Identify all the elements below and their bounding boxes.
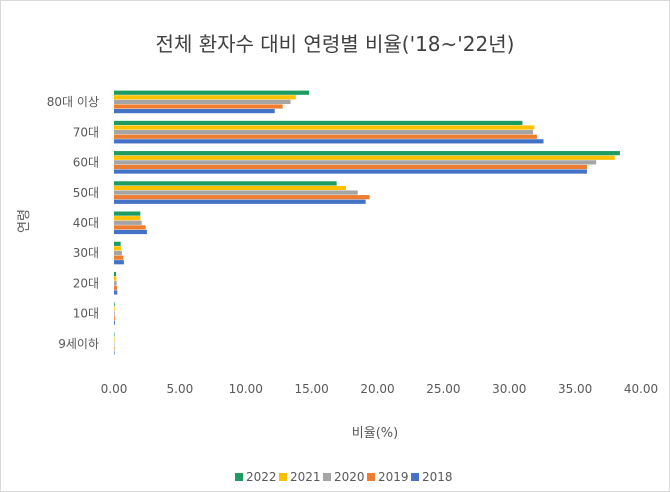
bar-2018-7 xyxy=(114,320,115,325)
legend-swatch-2022 xyxy=(235,473,243,481)
bar-2018-6 xyxy=(114,290,118,295)
bar-2019-5 xyxy=(114,255,124,260)
x-tick-label: 5.00 xyxy=(167,382,194,396)
bar-2020-3 xyxy=(114,190,358,195)
chart-title: 전체 환자수 대비 연령별 비율('18~'22년) xyxy=(156,32,515,56)
bar-2020-6 xyxy=(114,281,117,286)
bar-2022-5 xyxy=(114,241,121,246)
x-tick-label: 0.00 xyxy=(101,382,128,396)
x-tick-label: 15.00 xyxy=(294,382,328,396)
bar-2018-1 xyxy=(114,139,544,144)
x-tick-label: 25.00 xyxy=(426,382,460,396)
x-tick-label: 35.00 xyxy=(558,382,592,396)
y-tick-label: 30대 xyxy=(73,246,99,260)
y-tick-label: 40대 xyxy=(73,216,99,230)
y-tick-label: 50대 xyxy=(73,186,99,200)
legend-label: 2018 xyxy=(422,470,453,484)
bar-2018-2 xyxy=(114,169,587,174)
bar-2021-1 xyxy=(114,125,535,130)
bar-2021-3 xyxy=(114,185,346,191)
bar-2021-5 xyxy=(114,246,122,251)
legend-label: 2020 xyxy=(334,470,365,484)
legend-label: 2019 xyxy=(378,470,409,484)
bar-2018-3 xyxy=(114,199,366,204)
bar-2020-1 xyxy=(114,130,533,135)
bar-2019-0 xyxy=(114,104,283,109)
x-tick-label: 40.00 xyxy=(624,382,658,396)
legend-swatch-2021 xyxy=(279,473,287,481)
bar-2022-8 xyxy=(114,332,115,337)
bar-2019-7 xyxy=(114,315,115,321)
bar-2022-3 xyxy=(114,181,337,186)
legend-label: 2022 xyxy=(246,470,277,484)
y-tick-label: 80대 이상 xyxy=(47,95,99,109)
bar-2020-0 xyxy=(114,99,291,105)
legend-swatch-2020 xyxy=(323,473,331,481)
legend-label: 2021 xyxy=(290,470,321,484)
y-axis-title: 연령 xyxy=(17,209,32,233)
bar-2020-8 xyxy=(114,341,115,346)
bar-2019-3 xyxy=(114,195,370,200)
legend-swatch-2018 xyxy=(411,473,419,481)
bar-2022-1 xyxy=(114,120,523,126)
y-tick-label: 9세이하 xyxy=(58,337,99,351)
bar-2021-4 xyxy=(114,216,141,221)
y-tick-label: 60대 xyxy=(73,156,99,170)
bar-2020-2 xyxy=(114,160,597,165)
y-tick-label: 70대 xyxy=(73,125,99,139)
bar-2019-8 xyxy=(114,346,115,351)
y-tick-label: 20대 xyxy=(73,276,99,290)
y-tick-label: 10대 xyxy=(73,307,99,321)
bar-2022-4 xyxy=(114,211,141,216)
x-axis-title: 비율(%) xyxy=(352,426,398,441)
bar-2021-6 xyxy=(114,276,117,281)
legend: 2022 2021 2020 2019 2018 xyxy=(235,470,453,484)
bar-2018-8 xyxy=(114,350,115,355)
bar-2022-6 xyxy=(114,271,116,277)
bar-2020-5 xyxy=(114,250,122,256)
plot-area: 80대 이상 70대 60대 50대 40대 30대 20대 10대 9세이하 0.00 5.00 1… xyxy=(47,90,658,396)
bar-2018-5 xyxy=(114,260,124,265)
bar-2018-0 xyxy=(114,109,275,114)
bar-2019-4 xyxy=(114,225,146,230)
x-tick-label: 20.00 xyxy=(360,382,394,396)
x-tick-label: 30.00 xyxy=(492,382,526,396)
bar-2021-7 xyxy=(114,306,115,311)
bar-2021-2 xyxy=(114,155,615,160)
bar-2018-4 xyxy=(114,229,147,235)
bar-2022-7 xyxy=(114,302,115,307)
bar-2020-4 xyxy=(114,220,142,225)
bar-2021-0 xyxy=(114,95,296,100)
x-tick-label: 10.00 xyxy=(229,382,263,396)
bar-2020-7 xyxy=(114,311,115,316)
bar-2022-2 xyxy=(114,151,620,156)
bar-2022-0 xyxy=(114,90,309,95)
bar-2019-1 xyxy=(114,134,537,139)
bar-2021-8 xyxy=(114,336,115,342)
legend-swatch-2019 xyxy=(367,473,375,481)
bar-2019-6 xyxy=(114,285,117,290)
bar-2019-2 xyxy=(114,164,587,170)
